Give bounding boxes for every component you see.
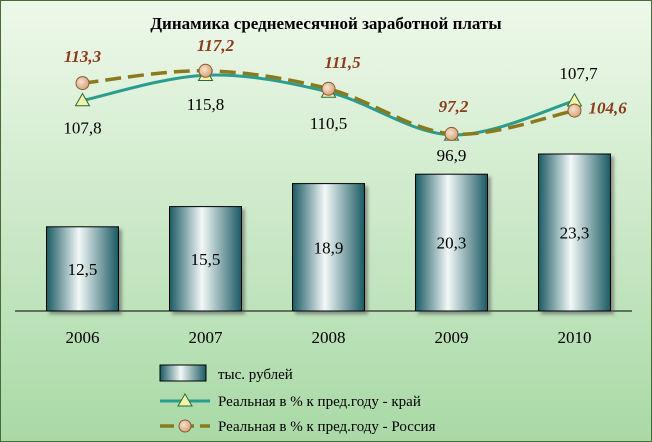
marker-russia-2009 <box>444 126 459 141</box>
bar-series: 12,5 15,5 18,9 20,3 23,3 <box>46 153 611 312</box>
line-series: 107,8 115,8 110,5 96,9 107,7 113,3 117,2 111,5 9… <box>63 36 627 165</box>
legend-swatch-kray-marker <box>177 393 193 407</box>
line-russia <box>82 69 575 137</box>
label-kray-2009: 96,9 <box>437 146 467 165</box>
label-russia-2007: 117,2 <box>197 36 235 55</box>
x-tick-2006: 2006 <box>66 328 100 347</box>
bar-value-label-2007: 15,5 <box>191 250 221 269</box>
bar-2008 <box>292 183 365 312</box>
label-kray-2007: 115,8 <box>187 95 225 114</box>
legend-swatch-russia-marker <box>178 419 192 433</box>
marker-russia-2007 <box>198 63 213 78</box>
bar-2010 <box>538 153 611 312</box>
marker-kray-2006 <box>74 92 91 107</box>
x-tick-2009: 2009 <box>435 328 469 347</box>
label-kray-2008: 110,5 <box>310 114 348 133</box>
chart-title: Динамика среднемесячной заработной платы <box>150 14 501 33</box>
marker-russia-2010 <box>567 103 582 118</box>
label-russia-2008: 111,5 <box>324 53 361 72</box>
x-tick-labels: 2006 2007 2008 2009 2010 <box>66 328 592 347</box>
label-russia-2006: 113,3 <box>64 47 102 66</box>
bar-value-label-2008: 18,9 <box>314 238 344 257</box>
label-kray-2006: 107,8 <box>63 119 101 138</box>
label-russia-2010: 104,6 <box>589 99 628 118</box>
label-russia-2009: 97,2 <box>439 97 469 116</box>
legend: тыс. рублей Реальная в % к пред.году - кр… <box>159 364 436 435</box>
bar-value-label-2009: 20,3 <box>437 234 467 253</box>
marker-russia-2006 <box>75 76 90 91</box>
x-tick-2010: 2010 <box>558 328 592 347</box>
legend-swatch-bars <box>159 364 207 382</box>
legend-label-kray: Реальная в % к пред.году - край <box>218 394 421 410</box>
bar-2007 <box>169 206 242 312</box>
legend-label-bars: тыс. рублей <box>218 367 293 383</box>
label-kray-2010: 107,7 <box>559 64 598 83</box>
bar-value-label-2010: 23,3 <box>560 224 590 243</box>
legend-label-russia: Реальная в % к пред.году - Россия <box>218 419 436 435</box>
x-tick-2007: 2007 <box>189 328 224 347</box>
marker-russia-2008 <box>321 81 336 96</box>
bar-2009 <box>415 173 488 312</box>
x-tick-2008: 2008 <box>312 328 346 347</box>
bar-value-label-2006: 12,5 <box>68 260 98 279</box>
bar-2006 <box>46 226 119 312</box>
